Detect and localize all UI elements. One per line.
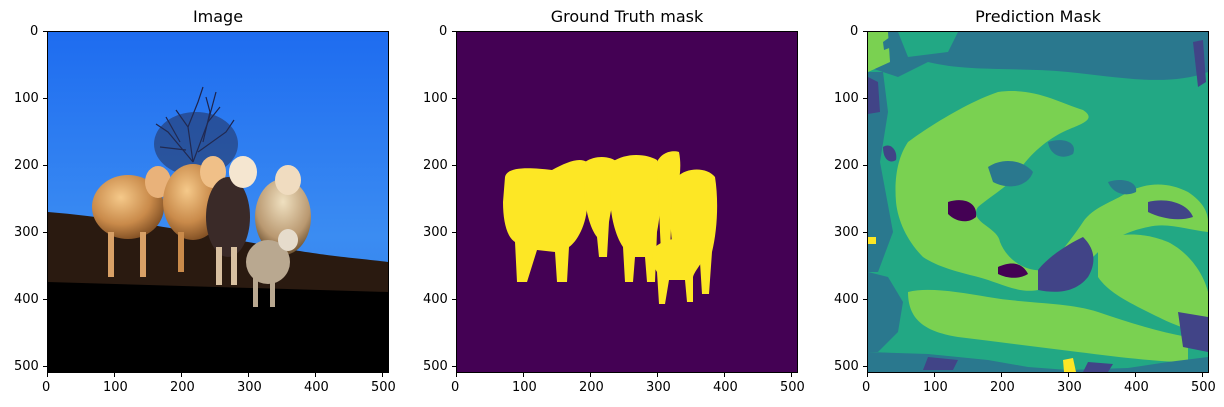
ground-truth-axes xyxy=(456,31,798,373)
x-tick-label: 500 xyxy=(1191,380,1216,395)
x-tick-label: 100 xyxy=(103,380,128,395)
panel-title-ground-truth: Ground Truth mask xyxy=(550,7,704,26)
y-tick-label: 300 xyxy=(834,225,859,240)
y-tick-label: 0 xyxy=(850,24,859,39)
prediction-mask xyxy=(868,32,1208,372)
y-tick-label: 500 xyxy=(834,359,859,374)
y-tick-label: 200 xyxy=(14,158,39,173)
x-tick-label: 0 xyxy=(862,380,871,395)
y-tick-label: 400 xyxy=(14,292,39,307)
y-tick-label: 200 xyxy=(834,158,859,173)
x-tick-label: 200 xyxy=(990,380,1015,395)
ground-truth-mask xyxy=(457,32,797,372)
x-tick-label: 0 xyxy=(451,380,460,395)
x-tick-label: 300 xyxy=(646,380,671,395)
y-tick-label: 500 xyxy=(423,359,448,374)
x-tick-label: 200 xyxy=(170,380,195,395)
y-tick-label: 100 xyxy=(14,91,39,106)
y-tick-label: 200 xyxy=(423,158,448,173)
y-tick-label: 0 xyxy=(439,24,448,39)
y-tick-label: 300 xyxy=(423,225,448,240)
prediction-axes xyxy=(867,31,1209,373)
y-tick-label: 0 xyxy=(30,24,39,39)
panel-title-prediction: Prediction Mask xyxy=(975,7,1101,26)
x-tick-label: 400 xyxy=(304,380,329,395)
panel-title-image: Image xyxy=(192,7,244,26)
x-tick-label: 100 xyxy=(512,380,537,395)
x-tick-label: 0 xyxy=(42,380,51,395)
y-tick-label: 100 xyxy=(834,91,859,106)
image-axes xyxy=(47,31,389,373)
y-tick-label: 400 xyxy=(834,292,859,307)
x-tick-label: 200 xyxy=(579,380,604,395)
sheep-photo xyxy=(48,32,388,372)
x-tick-label: 500 xyxy=(371,380,396,395)
x-tick-label: 400 xyxy=(713,380,738,395)
x-tick-label: 300 xyxy=(237,380,262,395)
y-tick-label: 400 xyxy=(423,292,448,307)
y-tick-label: 100 xyxy=(423,91,448,106)
x-tick-label: 500 xyxy=(780,380,805,395)
x-tick-label: 300 xyxy=(1057,380,1082,395)
y-tick-label: 300 xyxy=(14,225,39,240)
x-tick-label: 400 xyxy=(1124,380,1149,395)
x-tick-label: 100 xyxy=(923,380,948,395)
y-tick-label: 500 xyxy=(14,359,39,374)
